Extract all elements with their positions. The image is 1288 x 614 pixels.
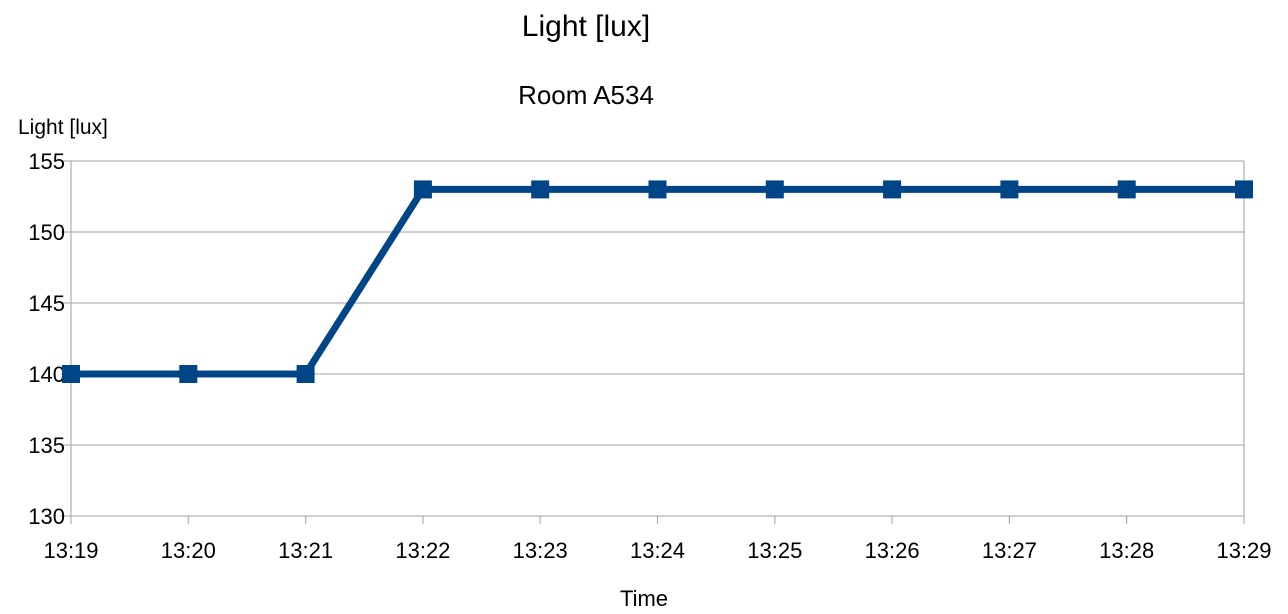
chart-subtitle: Room A534 (518, 80, 654, 110)
x-axis-label: Time (620, 586, 668, 611)
y-axis-label: Light [lux] (18, 116, 108, 139)
data-point-marker (413, 180, 432, 199)
x-tick-label: 13:22 (395, 538, 450, 563)
y-tick-label: 155 (28, 149, 65, 174)
x-tick-label: 13:27 (982, 538, 1037, 563)
data-point-marker (648, 180, 667, 199)
data-point-marker (1000, 180, 1019, 199)
data-point-marker (765, 180, 784, 199)
data-point-marker (179, 365, 198, 383)
x-tick-label: 13:29 (1216, 538, 1271, 563)
tick-labels: 130 135 140 145 150 155 13:19 13:20 13:21 13:22 13… (28, 149, 1271, 563)
x-tick-label: 13:20 (161, 538, 216, 563)
data-point-marker (62, 365, 80, 383)
x-tick-label: 13:26 (865, 538, 920, 563)
data-point-marker (883, 180, 902, 199)
data-point-marker (531, 180, 550, 199)
y-tick-label: 150 (28, 220, 65, 245)
y-tick-label: 145 (28, 291, 65, 316)
y-tick-label: 140 (28, 362, 65, 387)
data-point-marker (1235, 180, 1253, 199)
data-point-marker (296, 365, 315, 383)
x-tick-label: 13:23 (513, 538, 568, 563)
x-tick-label: 13:21 (278, 538, 333, 563)
series-light (62, 180, 1253, 383)
y-tick-label: 130 (28, 504, 65, 529)
chart-title: Light [lux] (522, 10, 650, 43)
series-line (71, 185, 1244, 378)
axes (61, 160, 1245, 524)
x-tick-label: 13:25 (747, 538, 802, 563)
y-tick-label: 135 (28, 433, 65, 458)
x-tick-label: 13:24 (630, 538, 685, 563)
x-tick-label: 13:28 (1099, 538, 1154, 563)
gridlines (71, 160, 1244, 517)
x-tick-label: 13:19 (43, 538, 98, 563)
data-point-marker (1117, 180, 1136, 199)
